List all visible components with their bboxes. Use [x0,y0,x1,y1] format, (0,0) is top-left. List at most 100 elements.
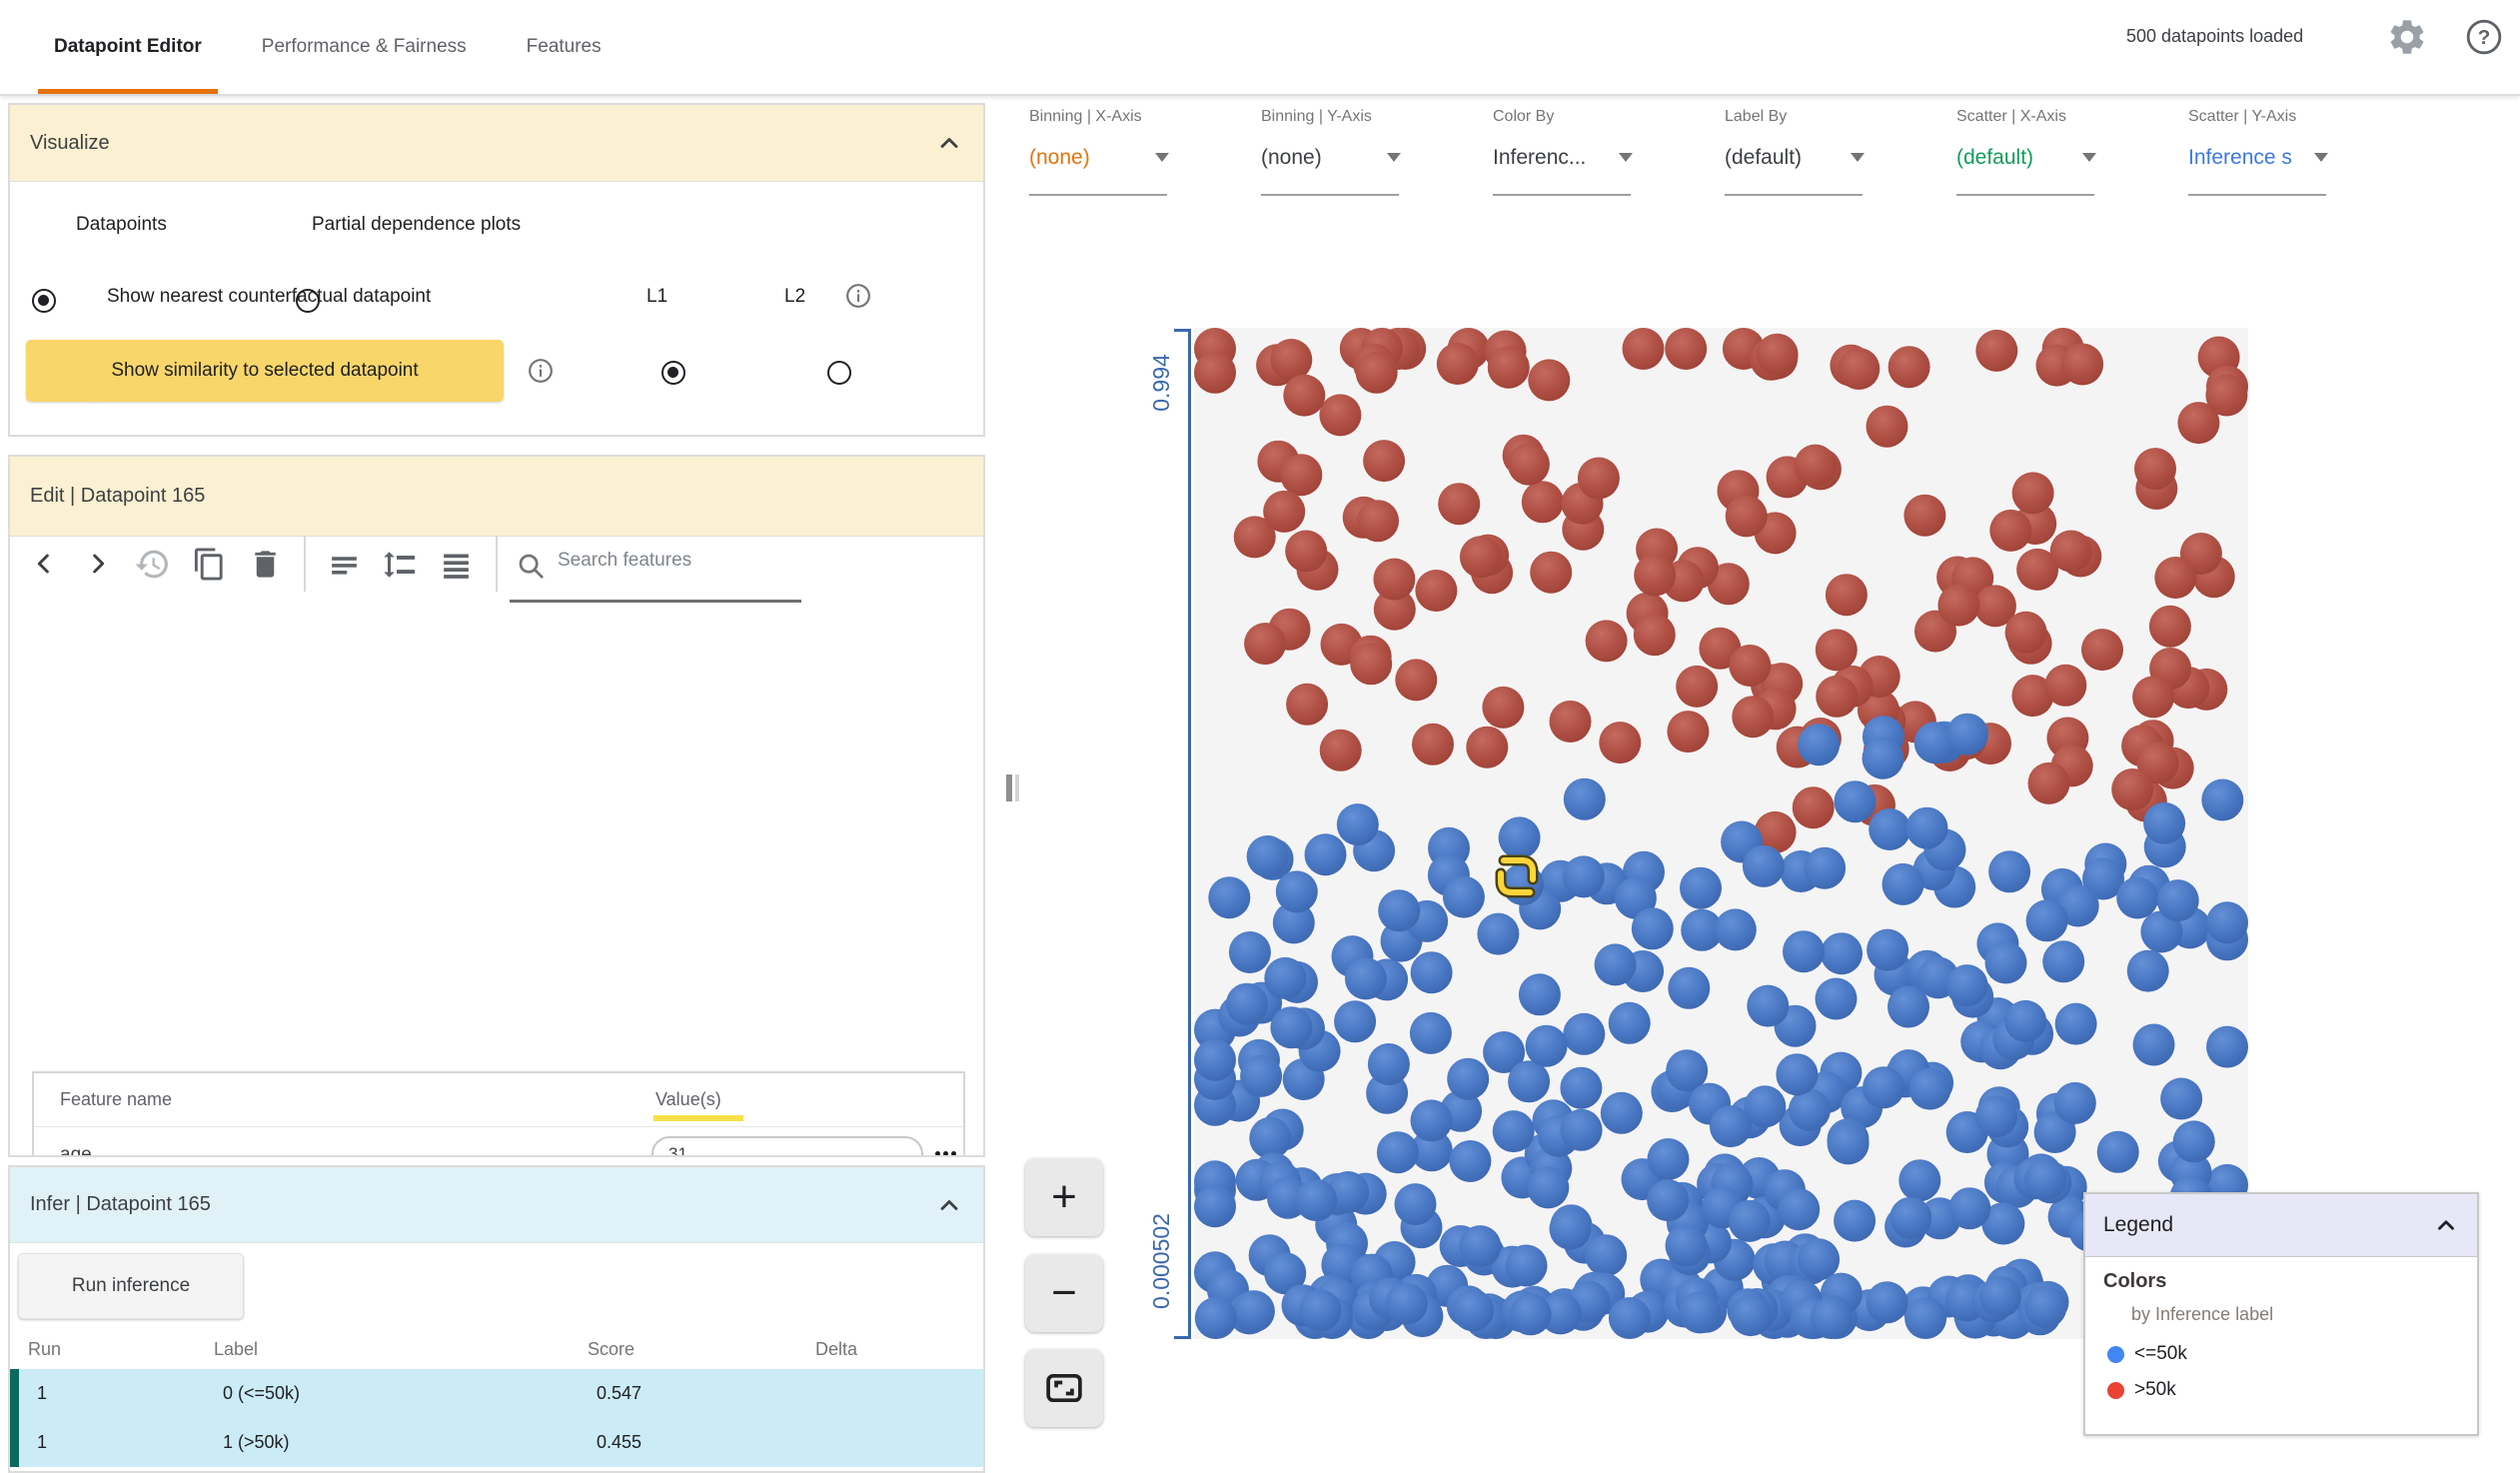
dropdown-selected-value[interactable]: (default) [1956,146,2034,169]
datapoint-dot-blue[interactable] [1505,1244,1548,1287]
datapoint-dot-blue[interactable] [1631,907,1674,950]
datapoint-dot-red[interactable] [1725,495,1768,538]
datapoint-dot-red[interactable] [2061,343,2104,386]
datapoint-dot-red[interactable] [1577,457,1620,500]
datapoint-dot-red[interactable] [2016,548,2059,591]
datapoint-dot-blue[interactable] [1378,889,1421,932]
datapoint-dot-blue[interactable] [1563,1012,1606,1055]
datapoint-dot-blue[interactable] [1647,1138,1690,1180]
datapoint-dot-blue[interactable] [1904,1297,1947,1339]
datapoint-dot-blue[interactable] [1821,932,1863,975]
datapoint-dot-red[interactable] [1319,729,1362,771]
dropdown-selected-value[interactable]: (default) [1725,146,1803,169]
datapoint-dot-red[interactable] [1286,683,1329,726]
datapoint-dot-red[interactable] [1363,440,1406,483]
datapoint-dot-blue[interactable] [1327,1171,1370,1213]
datapoint-dot-red[interactable] [1866,405,1908,448]
datapoint-dot-blue[interactable] [2096,1130,2139,1173]
datapoint-dot-red[interactable] [1233,516,1276,559]
datapoint-dot-blue[interactable] [1888,985,1929,1028]
datapoint-dot-blue[interactable] [1442,875,1485,918]
datapoint-dot-blue[interactable] [1560,1066,1603,1109]
datapoint-dot-blue[interactable] [1834,1199,1877,1242]
datapoint-dot-blue[interactable] [1299,1289,1342,1332]
datapoint-dot-red[interactable] [2044,664,2087,707]
datapoint-dot-blue[interactable] [1810,1297,1853,1339]
feature-options-menu-icon[interactable] [935,1151,961,1155]
chevron-down-icon[interactable] [1619,149,1633,167]
zoom-out-button[interactable]: − [1025,1254,1103,1332]
collapse-chevron-icon[interactable] [935,1191,963,1219]
datapoint-dot-blue[interactable] [1680,866,1722,909]
l2-radio[interactable] [827,361,852,385]
datapoint-dot-blue[interactable] [2053,1081,2096,1124]
datapoint-dot-blue[interactable] [1562,855,1605,898]
datapoint-dot-blue[interactable] [1483,1031,1526,1073]
datapoint-dot-red[interactable] [1903,494,1946,537]
datapoint-dot-red[interactable] [1754,810,1797,853]
inference-result-row[interactable]: 1 1 (>50k) 0.455 [19,1418,983,1467]
align-view-icon[interactable] [328,549,361,587]
datapoint-dot-blue[interactable] [1194,1038,1236,1081]
datapoint-dot-blue[interactable] [1908,1067,1951,1110]
delete-datapoint-icon[interactable] [248,547,283,587]
datapoint-dot-blue[interactable] [2023,1158,2066,1201]
datapoint-dot-blue[interactable] [1600,1091,1643,1134]
datapoint-dot-blue[interactable] [1776,1053,1819,1096]
datapoint-dot-red[interactable] [1357,500,1399,543]
datapoint-dot-blue[interactable] [2160,1077,2203,1120]
infer-panel-header[interactable]: Infer | Datapoint 165 [10,1167,983,1243]
datapoint-dot-blue[interactable] [1194,1297,1237,1339]
datapoint-dot-red[interactable] [1549,701,1592,742]
datapoint-dot-blue[interactable] [1594,943,1637,986]
dropdown-label-by[interactable]: Label By (default) [1725,108,1904,196]
dropdown-binning-x-axis[interactable]: Binning | X-Axis (none) [1029,108,1209,196]
datapoint-dot-red[interactable] [1459,536,1502,579]
l1-radio[interactable] [660,361,685,385]
datapoint-dot-blue[interactable] [2206,1025,2248,1068]
datapoint-dot-blue[interactable] [1295,1179,1338,1222]
datapoint-dot-blue[interactable] [1862,736,1904,779]
datapoint-dot-red[interactable] [1194,351,1236,394]
datapoint-dot-red[interactable] [2004,611,2047,654]
datapoint-dot-blue[interactable] [1714,908,1757,951]
datapoint-dot-red[interactable] [1633,614,1676,657]
datapoint-dot-blue[interactable] [2056,884,2099,927]
collapse-chevron-icon[interactable] [935,129,963,157]
datapoint-dot-blue[interactable] [1585,1234,1628,1277]
datapoint-dot-blue[interactable] [1783,930,1825,973]
chevron-down-icon[interactable] [2314,149,2328,167]
dropdown-color-by[interactable]: Color By Inferenc... [1493,108,1673,196]
dropdown-selected-value[interactable]: (none) [1029,146,1090,169]
datapoint-dot-red[interactable] [1466,726,1509,768]
datapoint-dot-blue[interactable] [1394,1183,1437,1226]
datapoint-dot-blue[interactable] [1367,1043,1410,1085]
datapoint-dot-red[interactable] [1487,346,1530,389]
datapoint-dot-blue[interactable] [1447,1057,1490,1100]
nav-tab[interactable]: Datapoint Editor [38,0,218,94]
datapoint-dot-blue[interactable] [1946,713,1988,755]
datapoint-dot-red[interactable] [1794,444,1837,487]
datapoint-dot-red[interactable] [1825,574,1868,617]
datapoint-dot-blue[interactable] [1798,1238,1841,1281]
datapoint-dot-blue[interactable] [1614,876,1657,919]
datapoint-dot-red[interactable] [2111,768,2154,810]
datapoint-dot-red[interactable] [1270,339,1313,381]
dropdown-binning-y-axis[interactable]: Binning | Y-Axis (none) [1261,108,1441,196]
show-similarity-button[interactable]: Show similarity to selected datapoint [26,340,504,402]
datapoint-dot-blue[interactable] [1409,1011,1452,1054]
datapoint-dot-red[interactable] [1280,454,1323,497]
datapoint-dot-blue[interactable] [2054,1002,2097,1045]
datapoint-dot-blue[interactable] [1270,1006,1313,1049]
datapoint-dot-blue[interactable] [1913,722,1956,764]
datapoint-dot-blue[interactable] [1246,835,1289,877]
datapoint-dot-blue[interactable] [1709,1105,1752,1148]
datapoint-dot-red[interactable] [1530,551,1573,594]
datapoint-dot-red[interactable] [1482,686,1525,729]
datapoint-dot-blue[interactable] [2132,1023,2175,1066]
datapoint-dot-red[interactable] [1707,563,1750,606]
datapoint-dot-blue[interactable] [2143,801,2186,844]
panel-resize-handle[interactable] [1006,774,1024,801]
datapoint-dot-blue[interactable] [1798,724,1841,766]
datapoint-dot-blue[interactable] [1228,931,1271,973]
